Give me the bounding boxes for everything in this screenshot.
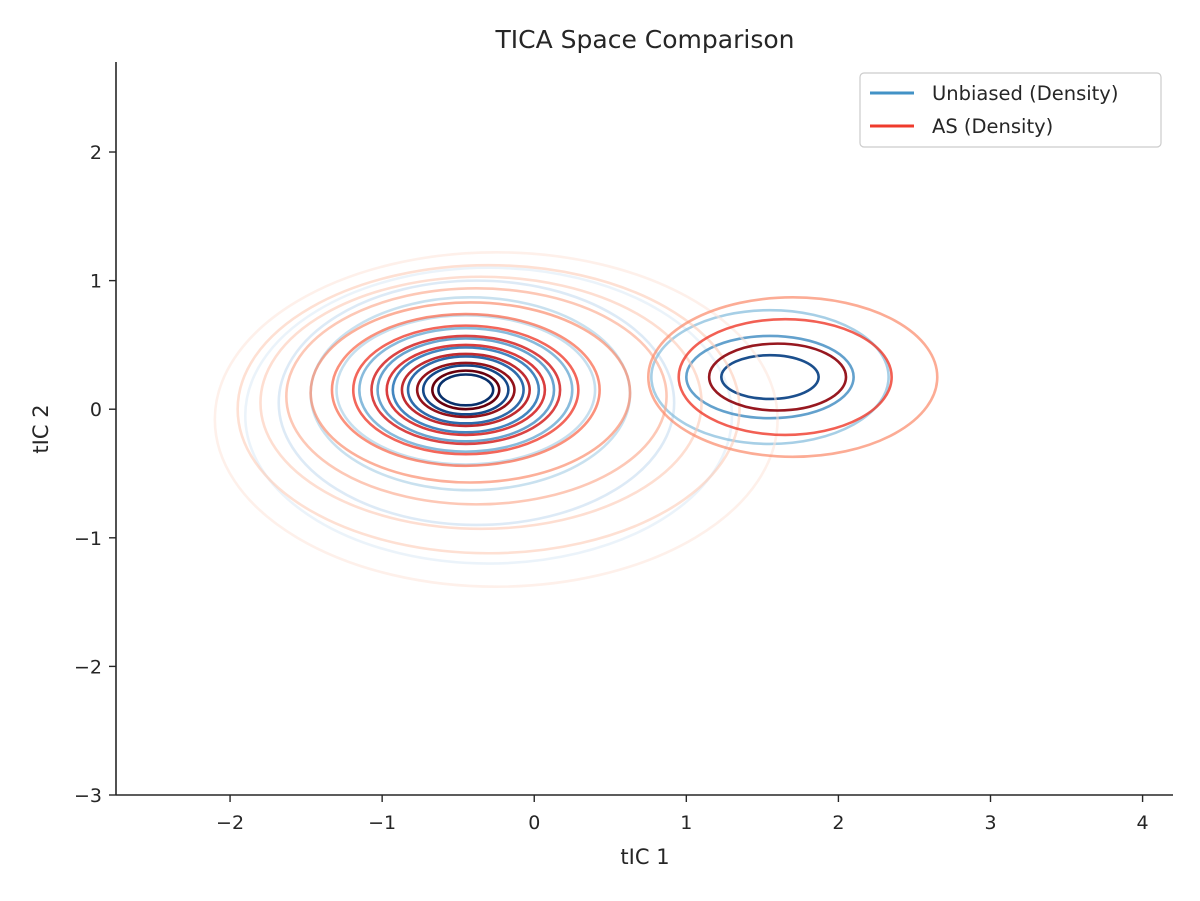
contour-level xyxy=(415,361,516,419)
chart-title: TICA Space Comparison xyxy=(495,25,795,54)
contour-level xyxy=(370,334,562,446)
y-tick-label: 2 xyxy=(90,142,102,164)
x-ticks: −2 −1 0 1 2 3 4 xyxy=(216,795,1149,834)
contour-level xyxy=(400,352,531,428)
contour-level xyxy=(243,266,734,565)
contour-level xyxy=(685,334,855,420)
contour-level xyxy=(358,326,574,453)
x-tick-label: 4 xyxy=(1137,812,1149,834)
contour-level xyxy=(707,342,848,412)
axes xyxy=(115,62,1173,796)
contour-level xyxy=(330,312,601,468)
x-tick-label: 2 xyxy=(832,812,844,834)
x-tick-label: −1 xyxy=(368,812,396,834)
y-tick-label: −3 xyxy=(74,785,102,807)
contour-level xyxy=(259,275,703,531)
x-tick-label: 1 xyxy=(680,812,692,834)
contour-level xyxy=(647,296,939,459)
contour-level xyxy=(406,355,525,425)
y-tick-label: 0 xyxy=(90,399,102,421)
y-tick-label: −2 xyxy=(74,656,102,678)
y-axis-title: tIC 2 xyxy=(29,404,53,453)
contour-level xyxy=(285,287,668,506)
plot-area xyxy=(213,251,939,588)
contour-series-unbiased xyxy=(243,266,890,565)
contour-level xyxy=(720,353,820,401)
contour-level xyxy=(677,317,893,437)
legend: Unbiased (Density) AS (Density) xyxy=(859,72,1162,148)
contour-level xyxy=(431,369,501,411)
contour-level xyxy=(385,343,547,437)
contour-level xyxy=(421,364,510,416)
x-tick-label: 3 xyxy=(984,812,996,834)
y-tick-label: −1 xyxy=(74,528,102,550)
contour-level xyxy=(391,346,541,434)
contour-level xyxy=(650,308,890,446)
legend-frame xyxy=(859,72,1162,148)
contour-level xyxy=(309,301,632,484)
legend-label-unbiased: Unbiased (Density) xyxy=(932,82,1118,105)
y-tick-label: 1 xyxy=(90,271,102,293)
x-tick-label: 0 xyxy=(528,812,540,834)
contour-level xyxy=(277,279,676,527)
contour-series-as xyxy=(213,251,939,588)
contour-level xyxy=(376,337,556,443)
contour-level xyxy=(351,324,580,456)
contour-level xyxy=(437,373,495,407)
contour-level xyxy=(213,251,779,588)
y-ticks: −3 −2 −1 0 1 2 xyxy=(74,142,116,807)
x-axis-title: tIC 1 xyxy=(620,845,669,869)
x-tick-label: −2 xyxy=(216,812,244,834)
contour-level xyxy=(236,263,741,555)
legend-label-as: AS (Density) xyxy=(932,115,1053,138)
